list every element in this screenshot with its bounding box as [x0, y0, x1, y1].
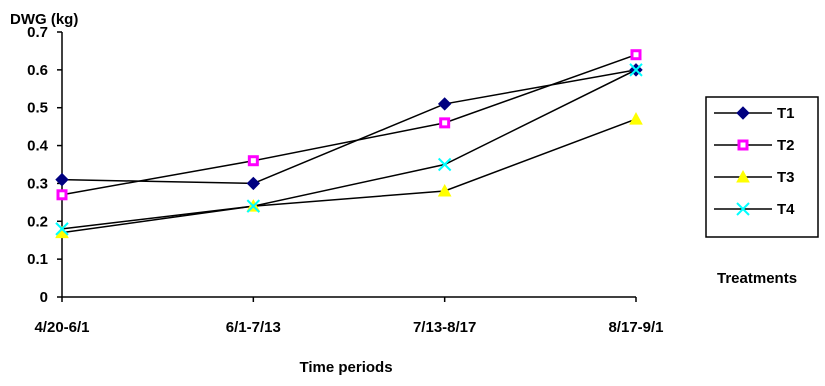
- data-point-t3: [629, 112, 643, 125]
- series-line-t3: [61, 118, 637, 234]
- data-point-t2-inner: [250, 158, 256, 164]
- x-tick-label: 6/1-7/13: [226, 319, 281, 336]
- series-line-t2: [61, 54, 637, 196]
- legend-title: Treatments: [717, 270, 797, 287]
- legend-label-t1: T1: [777, 105, 795, 122]
- data-point-t3: [437, 183, 452, 197]
- data-point-t1: [55, 172, 69, 187]
- legend-label-t2: T2: [777, 137, 795, 154]
- data-point-t4: [246, 199, 261, 213]
- legend-label-t4: T4: [777, 201, 795, 218]
- y-tick-label: 0: [40, 289, 48, 306]
- legend-marker-t2-inner: [740, 142, 746, 148]
- series-line-t1: [61, 69, 637, 185]
- y-tick-label: 0.6: [27, 62, 48, 79]
- x-axis-title: Time periods: [299, 359, 392, 376]
- y-axis-title: DWG (kg): [10, 11, 78, 28]
- data-point-t1: [437, 97, 452, 111]
- x-tick-label: 4/20-6/1: [34, 319, 89, 336]
- y-tick-label: 0.1: [27, 251, 48, 268]
- data-point-t4: [437, 157, 452, 172]
- y-tick-label: 0.2: [27, 213, 48, 230]
- legend-marker-t4: [736, 202, 750, 216]
- data-point-t2-inner: [442, 120, 448, 126]
- y-tick-label: 0.3: [27, 175, 48, 192]
- legend-box: [705, 96, 819, 238]
- series-markers: [55, 49, 643, 239]
- legend-marker-t1: [736, 106, 750, 120]
- data-point-t2-inner: [59, 192, 65, 198]
- data-point-t4: [55, 222, 69, 236]
- y-tick-label: 0.4: [27, 138, 49, 155]
- y-tick-label: 0.7: [27, 24, 48, 41]
- series-line-t4: [61, 69, 637, 230]
- legend: T1 T2 T3 T4: [714, 105, 795, 218]
- legend-marker-t3: [736, 169, 750, 183]
- x-tick-label: 7/13-8/17: [413, 319, 476, 336]
- y-axis-ticks: 0 0.1 0.2 0.3 0.4 0.5 0.6 0.7: [27, 24, 62, 306]
- x-tick-label: 8/17-9/1: [608, 319, 663, 336]
- x-axis-ticks: 4/20-6/1 6/1-7/13 7/13-8/17 8/17-9/1: [34, 297, 664, 336]
- data-point-t2-inner: [633, 52, 639, 58]
- y-tick-label: 0.5: [27, 100, 48, 117]
- series-lines: [61, 54, 637, 234]
- legend-label-t3: T3: [777, 169, 795, 186]
- data-point-t1: [246, 176, 261, 191]
- data-point-t4: [629, 63, 643, 77]
